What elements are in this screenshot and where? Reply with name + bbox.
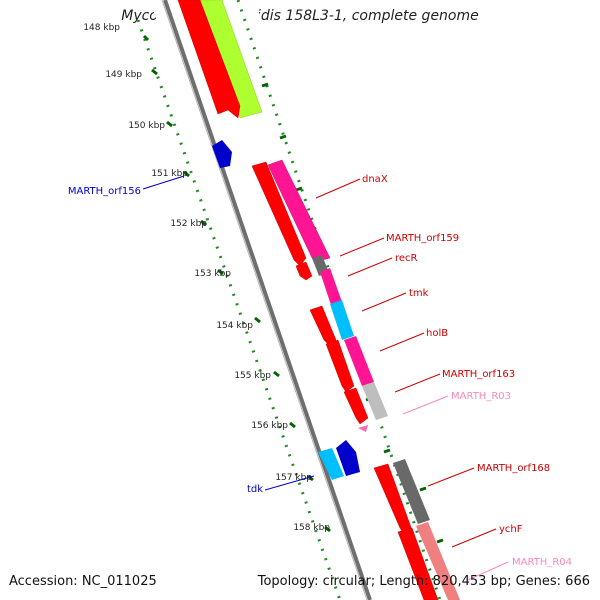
rna-feature — [358, 425, 368, 432]
cog-feature-silver — [362, 382, 388, 420]
cds-arrow — [251, 161, 307, 267]
cog-feature-salmon — [416, 522, 460, 600]
minus-strand-track — [212, 140, 360, 480]
topology-text: Topology: circular; Length: 820,453 bp; … — [257, 574, 590, 589]
accession-text: Accession: NC_011025 — [9, 574, 157, 589]
cds-arrow — [295, 261, 313, 281]
gene-label-recr: recR — [395, 253, 418, 264]
cds-arrow — [397, 527, 439, 600]
tick-label: 158 kbp — [293, 523, 330, 533]
genome-backbone — [163, 0, 372, 600]
cog-track — [197, 0, 460, 600]
gene-label-tmk: tmk — [409, 288, 429, 299]
cds-arrow — [325, 339, 355, 393]
major-ticks — [142, 34, 331, 533]
tick-label: 156 kbp — [251, 421, 288, 431]
feature-labels: dnaX MARTH_orf159 recR tmk holB MARTH_or… — [68, 174, 572, 568]
tick-label: 157 kbp — [275, 473, 312, 483]
gene-label-tdk: tdk — [247, 484, 263, 495]
minus-strand-arrow — [336, 440, 360, 476]
gene-label-marth-r03: MARTH_R03 — [451, 391, 511, 402]
gene-label-marth-r04: MARTH_R04 — [512, 557, 572, 568]
tick-label: 154 kbp — [216, 321, 253, 331]
gene-label-dnaX: dnaX — [362, 174, 388, 185]
cog-feature-magenta — [320, 268, 342, 305]
minus-strand-arrow — [212, 140, 232, 168]
tick-label: 150 kbp — [128, 121, 165, 131]
genome-backbone-inner — [161, 0, 368, 600]
tick-labels: 148 kbp 149 kbp 150 kbp 151 kbp 152 kbp … — [83, 23, 330, 533]
cog-feature-gray — [393, 459, 430, 524]
cog-feature-magenta — [344, 336, 374, 386]
cog-feature-cyan — [330, 300, 354, 340]
inner-tick-ring — [136, 19, 342, 600]
gene-label-ychf: ychF — [499, 524, 523, 535]
gene-label-marth-orf156: MARTH_orf156 — [68, 186, 141, 197]
tick-label: 155 kbp — [234, 371, 271, 381]
tick-label: 148 kbp — [83, 23, 120, 33]
tick-label: 152 kbp — [170, 219, 207, 229]
label-leaders — [142, 175, 509, 581]
cds-arrow — [177, 0, 241, 119]
cds-arrow — [343, 387, 369, 425]
minus-strand-arrow — [318, 448, 344, 480]
gene-label-marth-orf159: MARTH_orf159 — [386, 233, 459, 244]
tick-label: 153 kbp — [194, 269, 231, 279]
gene-label-holb: holB — [426, 328, 448, 339]
gene-label-marth-orf168: MARTH_orf168 — [477, 463, 550, 474]
tick-label: 151 kbp — [151, 169, 188, 179]
tick-label: 149 kbp — [105, 70, 142, 80]
cog-feature-magenta — [267, 159, 331, 263]
cds-track — [177, 0, 439, 600]
gene-label-marth-orf163: MARTH_orf163 — [442, 369, 515, 380]
